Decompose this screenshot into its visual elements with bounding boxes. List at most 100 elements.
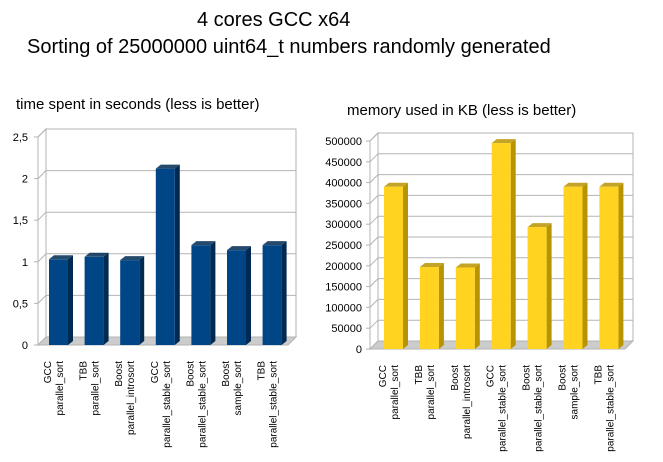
memory-bar-side bbox=[474, 263, 480, 349]
time-category-label: TBB bbox=[257, 361, 268, 381]
memory-bar bbox=[455, 267, 475, 349]
memory-ytick-label: 250000 bbox=[325, 240, 362, 252]
time-bar-top bbox=[227, 246, 251, 251]
memory-bar-side bbox=[438, 263, 444, 349]
memory-bar-side bbox=[546, 223, 552, 349]
time-ytick-label: 1 bbox=[22, 257, 28, 269]
memory-chart-title: memory used in KB (less is better) bbox=[347, 102, 576, 119]
memory-gridline bbox=[369, 194, 633, 204]
figure-title-line2: Sorting of 25000000 uint64_t numbers ran… bbox=[27, 36, 551, 58]
memory-ytick-label: 400000 bbox=[325, 178, 362, 190]
memory-bar-top bbox=[527, 223, 552, 228]
memory-ytick-label: 100000 bbox=[325, 302, 362, 314]
memory-ytick-label: 200000 bbox=[325, 261, 362, 273]
memory-ytick-label: 500000 bbox=[325, 136, 362, 148]
time-bar bbox=[84, 256, 104, 345]
time-bar bbox=[155, 168, 175, 345]
memory-bar-side bbox=[582, 182, 588, 349]
memory-chart: memory used in KB (less is better) 0 50000… bbox=[325, 102, 635, 452]
memory-ytick-label: 50000 bbox=[331, 323, 362, 335]
memory-category-label: TBB bbox=[414, 365, 425, 385]
time-category-label: parallel_stable_sort bbox=[197, 361, 208, 448]
memory-bar bbox=[563, 186, 583, 349]
time-bar-side bbox=[174, 164, 180, 345]
time-category-label: parallel_introsort bbox=[126, 361, 137, 435]
memory-bar-side bbox=[403, 182, 408, 349]
time-bar-side bbox=[139, 256, 145, 345]
memory-bar-top bbox=[384, 182, 408, 187]
time-category-label: GCC bbox=[150, 361, 161, 383]
memory-ytick-label: 0 bbox=[356, 344, 362, 356]
time-ytick-label: 2,5 bbox=[13, 132, 28, 144]
memory-gridline bbox=[369, 174, 633, 183]
memory-category-label: sample_sort bbox=[570, 365, 581, 420]
time-chart-title: time spent in seconds (less is better) bbox=[16, 96, 259, 113]
time-gridline bbox=[37, 128, 296, 138]
time-bar-top bbox=[49, 255, 73, 260]
memory-category-label: Boost bbox=[558, 365, 569, 391]
memory-ytick-label: 350000 bbox=[325, 198, 362, 210]
time-bar-top bbox=[191, 241, 216, 246]
time-bar-top bbox=[84, 252, 109, 257]
time-bar-side bbox=[210, 241, 216, 345]
time-bar-side bbox=[68, 255, 73, 345]
time-bar bbox=[191, 245, 211, 345]
memory-bar bbox=[419, 267, 439, 349]
time-bar-top bbox=[262, 241, 287, 246]
memory-bar-side bbox=[510, 139, 516, 349]
time-gridline bbox=[37, 170, 296, 179]
memory-category-label: GCC bbox=[378, 365, 389, 387]
time-bar bbox=[120, 260, 140, 345]
time-category-label: parallel_sort bbox=[55, 361, 66, 416]
memory-category-label: parallel_stable_sort bbox=[498, 365, 509, 452]
memory-category-label: TBB bbox=[593, 365, 604, 385]
time-category-label: parallel_sort bbox=[91, 361, 102, 416]
memory-bar-top bbox=[491, 139, 516, 144]
time-ytick-label: 1,5 bbox=[13, 215, 28, 227]
time-gridline bbox=[37, 211, 296, 221]
memory-category-label: GCC bbox=[486, 365, 497, 387]
time-bar bbox=[49, 259, 68, 345]
memory-category-label: Boost bbox=[522, 365, 533, 391]
time-category-label: Boost bbox=[114, 361, 125, 387]
memory-gridline bbox=[369, 132, 633, 142]
memory-bar bbox=[599, 186, 619, 349]
time-bar-side bbox=[103, 252, 109, 345]
time-ytick-label: 0 bbox=[22, 340, 28, 352]
memory-bar bbox=[491, 143, 511, 349]
memory-category-label: Boost bbox=[450, 365, 461, 391]
time-bar-top bbox=[155, 164, 180, 169]
memory-gridline bbox=[369, 153, 633, 163]
memory-bar-top bbox=[455, 263, 480, 268]
memory-bar-top bbox=[419, 263, 444, 268]
time-ytick-label: 2 bbox=[22, 174, 28, 186]
memory-ytick-label: 150000 bbox=[325, 282, 362, 294]
time-side-wall bbox=[37, 127, 47, 347]
memory-category-label: parallel_introsort bbox=[462, 365, 473, 439]
time-category-label: parallel_stable_sort bbox=[269, 361, 280, 448]
memory-bar bbox=[527, 227, 547, 349]
memory-gridline bbox=[369, 215, 633, 225]
memory-category-label: parallel_stable_sort bbox=[534, 365, 545, 452]
memory-ytick-label: 300000 bbox=[325, 219, 362, 231]
memory-category-label: parallel_sort bbox=[390, 365, 401, 420]
time-category-label: TBB bbox=[79, 361, 90, 381]
time-bar bbox=[227, 250, 246, 345]
time-bar-top bbox=[120, 256, 145, 261]
memory-bar-side bbox=[618, 182, 624, 349]
time-category-label: Boost bbox=[221, 361, 232, 387]
memory-category-label: parallel_sort bbox=[426, 365, 437, 420]
memory-category-label: parallel_stable_sort bbox=[605, 365, 616, 452]
time-chart: time spent in seconds (less is better) 0 0… bbox=[13, 96, 298, 448]
time-category-label: sample_sort bbox=[233, 361, 244, 416]
time-ytick-label: 0,5 bbox=[13, 298, 28, 310]
time-bar-side bbox=[281, 241, 287, 345]
memory-ytick-label: 450000 bbox=[325, 157, 362, 169]
time-bar-side bbox=[246, 246, 251, 345]
memory-bar-top bbox=[563, 182, 588, 187]
memory-bar-top bbox=[599, 182, 624, 187]
time-category-label: Boost bbox=[185, 361, 196, 387]
figure-title-line1: 4 cores GCC x64 bbox=[197, 9, 350, 31]
time-category-label: parallel_stable_sort bbox=[162, 361, 173, 448]
